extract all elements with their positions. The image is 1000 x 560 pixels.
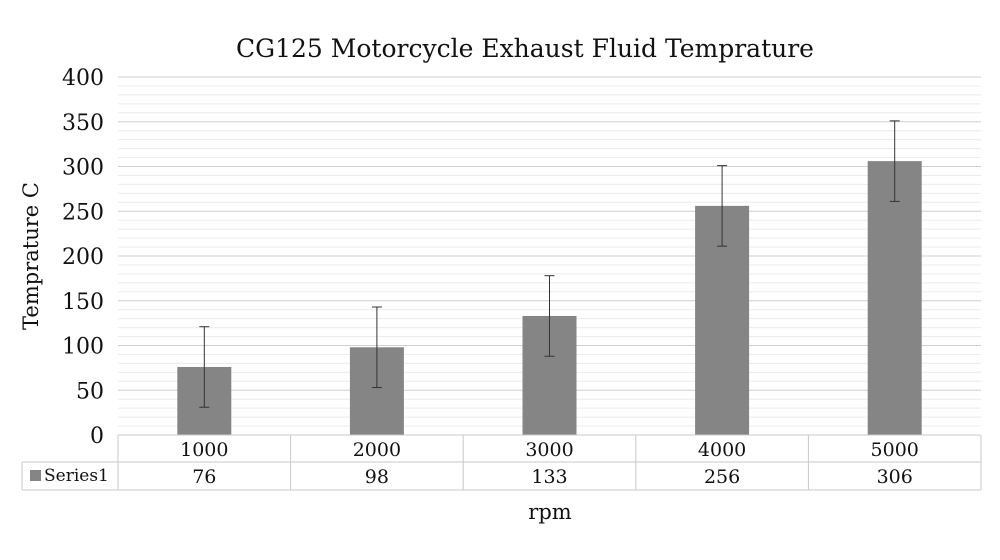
y-tick-label: 150	[62, 290, 104, 315]
data-table-value: 76	[192, 466, 216, 488]
y-tick-label: 400	[62, 66, 104, 91]
x-axis-label: rpm	[528, 500, 571, 524]
y-tick-label: 350	[62, 111, 104, 136]
y-tick-label: 50	[76, 379, 104, 404]
data-table-value: 306	[877, 466, 913, 488]
error-bars	[199, 120, 900, 408]
y-tick-label: 200	[62, 245, 104, 270]
x-category-label: 3000	[525, 439, 573, 461]
x-category-label: 2000	[353, 439, 401, 461]
y-tick-label: 300	[62, 156, 104, 181]
legend-series-label: Series1	[44, 466, 109, 486]
data-table-value: 133	[531, 466, 567, 488]
chart-title: CG125 Motorcycle Exhaust Fluid Tempratur…	[236, 34, 814, 63]
y-tick-label: 100	[62, 335, 104, 360]
x-category-label: 1000	[180, 439, 228, 461]
x-category-label: 4000	[698, 439, 746, 461]
y-tick-label: 250	[62, 200, 104, 225]
bars	[177, 161, 922, 435]
y-tick-labels: 0 50 100 150 200 250 300 350 400	[62, 66, 104, 449]
bar	[867, 161, 922, 435]
y-axis-label: Temprature C	[19, 182, 43, 330]
legend-swatch	[30, 470, 41, 481]
y-tick-label: 0	[90, 424, 104, 449]
data-table-value: 98	[365, 466, 389, 488]
data-table-value: 256	[704, 466, 740, 488]
data-table: 1000 76 2000 98 3000 133 4000 256 5000 306 Series1	[21, 434, 982, 491]
x-category-label: 5000	[871, 439, 919, 461]
